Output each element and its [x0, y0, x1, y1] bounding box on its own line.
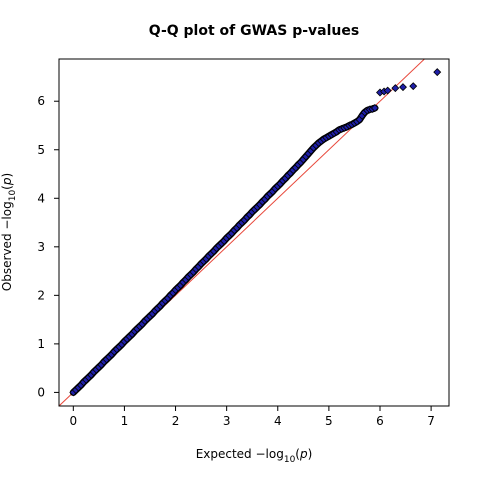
x-tick-label: 2 [172, 414, 180, 428]
data-point [399, 83, 407, 92]
x-tick-label: 6 [376, 414, 384, 428]
x-tick-label: 3 [223, 414, 231, 428]
y-tick-label: 1 [37, 337, 45, 351]
y-axis-label: Observed −log10(p) [0, 173, 18, 291]
x-axis-label: Expected −log10(p) [196, 447, 313, 465]
y-tick-label: 0 [37, 385, 45, 399]
data-point [409, 82, 418, 91]
data-points [69, 68, 442, 397]
x-tick-label: 5 [325, 414, 333, 428]
x-axis-ticks: 0 1 2 3 4 5 6 7 [69, 406, 435, 428]
y-tick-label: 5 [37, 143, 45, 157]
x-tick-label: 7 [427, 414, 435, 428]
data-point [391, 84, 400, 93]
x-tick-label: 1 [121, 414, 129, 428]
y-tick-label: 3 [37, 240, 45, 254]
data-point [383, 86, 392, 95]
y-tick-label: 2 [37, 288, 45, 302]
plot-frame [58, 58, 450, 407]
x-tick-label: 4 [274, 414, 282, 428]
chart-title: Q-Q plot of GWAS p-values [149, 23, 359, 39]
x-tick-label: 0 [69, 414, 77, 428]
y-tick-label: 4 [37, 191, 45, 205]
data-point [370, 104, 379, 112]
data-point [433, 68, 442, 77]
y-tick-label: 6 [37, 94, 45, 108]
y-axis-ticks: 0 1 2 3 4 5 6 [37, 94, 59, 399]
